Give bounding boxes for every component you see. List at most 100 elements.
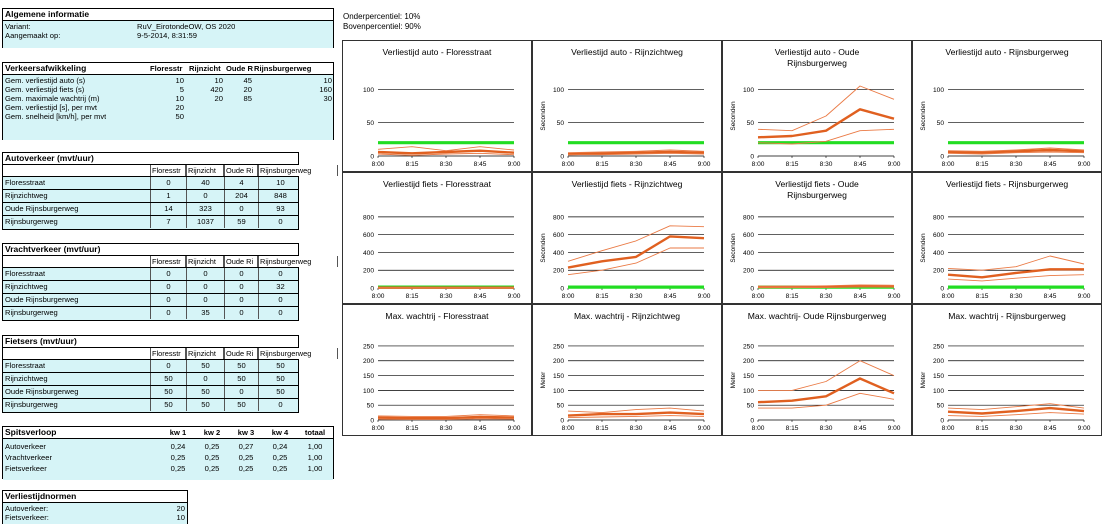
matrix-row-label: Oude Rijnsburgerweg [5,295,79,304]
chart-panel: Verliestijd fiets - Rijnsburgerweg Second… [912,172,1102,304]
chart-ytick-label: 50 [557,120,565,127]
matrix-row-label: Rijnsburgerweg [5,400,58,409]
traffic-row-value: 420 [210,85,223,94]
chart-percentile-line [947,147,1085,152]
chart-frame [912,304,1102,436]
chart-ylabel: Meter [730,371,737,388]
chart-median-line [567,150,705,156]
peak-row-label: Fietsverkeer [5,464,47,473]
chart-ytick-label: 100 [743,388,754,395]
matrix-cell: 40 [186,177,224,189]
chart-ytick-label: 250 [553,343,564,350]
peak-col-kw1: kw 1 [169,428,187,437]
traffic-col-rijnzicht: Rijnzicht [189,64,221,73]
matrix-cell: 50 [224,399,258,411]
matrix-cell: 0 [150,360,186,372]
chart-ylabel: Seconden [730,233,737,263]
chart-percentile-line [567,415,705,419]
chart-ytick-label: 150 [363,373,374,380]
chart-percentile-line [947,403,1085,411]
norms-title: Verliestijdnormen [3,491,187,503]
chart-xtick-label: 9:00 [508,161,521,168]
chart-frame [532,40,722,172]
chart-ytick-label: 100 [553,388,564,395]
chart-ylabel: Seconden [920,233,927,263]
norm-bike-label: Fietsverkeer: [5,513,49,522]
matrix-col-header: Rijnzicht [186,165,224,176]
matrix-cell: 0 [150,307,186,319]
chart-ytick-label: 800 [933,214,944,221]
matrix-row-label: Oude Rijnsburgerweg [5,387,79,396]
matrix-cell: 1 [150,190,186,202]
chart-ytick-label: 800 [553,214,564,221]
norm-car-label: Autoverkeer: [5,504,49,513]
matrix-row-label: Floresstraat [5,178,46,187]
chart-ylabel: Seconden [730,101,737,131]
matrix-cell: 1037 [186,216,224,228]
chart-ytick-label: 200 [743,358,754,365]
matrix-col-header: Oude Ri [224,348,258,359]
general-info-title: Algemene informatie [3,9,333,21]
chart-xtick-label: 8:00 [372,425,385,432]
matrix-column-header: Floresstr Rijnzicht Oude Ri Rijnsburgerweg [3,165,338,177]
chart-xtick-label: 8:15 [976,425,989,432]
chart-ylabel: Seconden [540,101,547,131]
chart-xtick-label: 8:30 [1010,161,1023,168]
traffic-row: Gem. verliestijd [s], per mvt 20 [3,103,333,112]
matrix-cell: 0 [186,373,224,385]
chart-ytick-label: 0 [370,286,374,293]
matrix-column-header: Floresstr Rijnzicht Oude Ri Rijnsburgerweg [3,348,338,360]
chart-title: Rijnsburgerweg [787,190,847,200]
chart-xtick-label: 8:45 [664,293,677,300]
chart-ytick-label: 0 [560,286,564,293]
traffic-col-rijnsburgerweg: Rijnsburgerweg [254,64,312,73]
matrix-cell: 50 [186,386,224,398]
chart-xtick-label: 8:45 [1044,161,1057,168]
traffic-row-value [254,112,332,121]
matrix-cell: 0 [258,307,302,319]
matrix-row: Oude Rijnsburgerweg 50 50 0 50 [3,385,298,398]
norm-car-value: 20 [176,504,185,513]
chart-title: Max. wachtrij - Rijnzichtweg [574,311,680,321]
chart-ytick-label: 0 [940,154,944,161]
chart-xtick-label: 8:15 [596,293,609,300]
matrix-col-header: Rijnsburgerweg [258,256,338,267]
matrix-cell: 50 [150,399,186,411]
matrix-cell: 50 [258,373,302,385]
matrix-cell: 0 [258,268,302,280]
traffic-row-value: 10 [323,76,332,85]
chart-percentile-line [377,418,515,420]
chart-xtick-label: 9:00 [508,425,521,432]
chart-xtick-label: 8:15 [786,161,799,168]
chart-xtick-label: 8:45 [854,425,867,432]
chart-ylabel: Seconden [540,233,547,263]
chart-xtick-label: 8:30 [820,161,833,168]
matrix-cell: 50 [224,360,258,372]
traffic-row-value: 85 [243,94,252,103]
matrix-col-header: Rijnzicht [186,348,224,359]
chart-median-line [757,108,895,139]
chart-xtick-label: 9:00 [888,425,901,432]
chart-percentile-line [377,152,515,156]
chart-panel: Max. wachtrij - Floresstraat 0 50 100 150 200… [342,304,532,436]
traffic-row-value: 20 [214,94,223,103]
chart-title: Verliestijd fiets - Floresstraat [383,179,492,189]
matrix-cell: 7 [150,216,186,228]
matrix-row-label: Rijnzichtweg [5,374,48,383]
matrix-row: Rijnzichtweg 1 0 204 848 [3,189,298,202]
matrix-cell: 0 [224,203,258,215]
bicycle-matrix-table: Fietsers (mvt/uur) Floresstr Rijnzicht Oude… [2,335,338,413]
matrix-body: Floresstr Rijnzicht Oude Ri Rijnsburgerweg F… [3,256,338,320]
matrix-cell: 0 [186,281,224,293]
chart-ytick-label: 600 [363,232,374,239]
chart-percentile-line [947,151,1085,155]
chart-xtick-label: 9:00 [888,293,901,300]
chart-ytick-label: 200 [363,268,374,275]
chart-ytick-label: 400 [363,250,374,257]
chart-ytick-label: 600 [933,232,944,239]
chart-xtick-label: 8:00 [942,425,955,432]
matrix-cell: 59 [224,216,258,228]
matrix-cell: 0 [186,190,224,202]
chart-xtick-label: 8:15 [786,425,799,432]
chart-ytick-label: 0 [370,154,374,161]
